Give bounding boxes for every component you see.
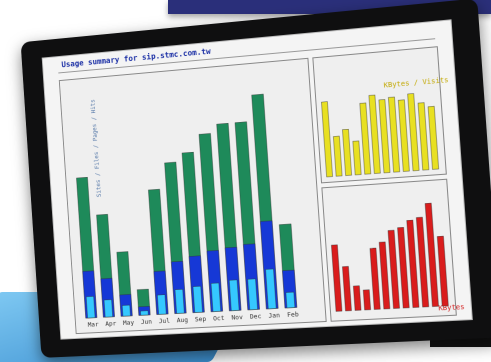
pages-bar	[122, 305, 130, 316]
pages-bar	[286, 292, 295, 308]
month-label: Dec	[248, 312, 263, 321]
month-label: Jan	[267, 311, 282, 320]
kbytes-bar	[379, 242, 390, 309]
pages-bar	[104, 300, 113, 317]
visits-bar	[342, 129, 351, 175]
kbytes-bar	[437, 236, 448, 306]
visits-bar	[379, 100, 390, 173]
month-label: Mar	[86, 320, 100, 328]
kbytes-bar	[363, 290, 370, 310]
month-label: Jun	[139, 318, 154, 327]
kbytes-bar	[407, 220, 419, 308]
visits-bar	[388, 97, 399, 172]
tablet-device: Usage summary for sip.stmc.com.tw Sites …	[21, 0, 491, 358]
pages-bar	[86, 296, 95, 318]
month-label: Oct	[211, 314, 226, 323]
visits-bar	[321, 102, 332, 177]
month-label: Aug	[175, 316, 190, 325]
kbytes-bar	[353, 286, 361, 311]
visits-bar	[408, 94, 420, 171]
kbytes-bar	[370, 248, 380, 309]
photo-scene: Usage summary for sip.stmc.com.tw Sites …	[0, 0, 491, 347]
visits-bar	[369, 95, 381, 174]
pages-bar	[175, 289, 184, 313]
kbytes-bar	[398, 227, 410, 308]
month-label: Feb	[285, 310, 300, 319]
visits-bar	[333, 136, 342, 176]
pages-bar	[157, 295, 166, 315]
month-label: Jul	[157, 317, 172, 326]
visits-bar	[353, 141, 361, 175]
kbytes-bar	[388, 230, 400, 308]
pages-bar	[193, 286, 202, 312]
usage-bars-svg	[43, 20, 472, 338]
visits-bar	[360, 103, 371, 174]
month-label: Apr	[104, 319, 118, 327]
tablet-screen: Usage summary for sip.stmc.com.tw Sites …	[42, 19, 473, 339]
kbytes-bar	[331, 245, 342, 312]
visits-bar	[428, 106, 439, 169]
month-label: Nov	[230, 313, 245, 322]
kbytes-bar	[342, 266, 351, 311]
month-label: Sep	[193, 315, 208, 324]
pages-bar	[211, 283, 221, 312]
visits-bar	[418, 103, 429, 171]
month-label: May	[121, 319, 136, 327]
pages-bar	[140, 311, 148, 316]
visits-bar	[398, 100, 409, 172]
